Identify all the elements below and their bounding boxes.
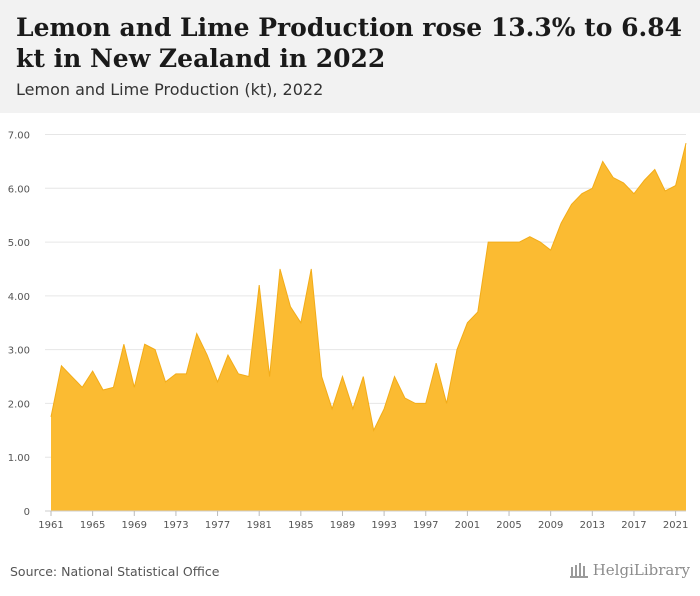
y-tick-label: 6.00 <box>8 184 30 195</box>
x-tick-label: 1961 <box>38 520 63 531</box>
x-tick-label: 2005 <box>496 520 521 531</box>
y-tick-label: 3.00 <box>8 346 30 357</box>
page-title: Lemon and Lime Production rose 13.3% to … <box>16 13 683 73</box>
x-tick-label: 1977 <box>205 520 230 531</box>
y-tick-label: 2.00 <box>8 399 30 410</box>
library-building-icon <box>569 563 588 578</box>
x-tick-label: 1973 <box>163 520 188 531</box>
x-tick-label: 2009 <box>538 520 563 531</box>
y-tick-label: 4.00 <box>8 292 30 303</box>
x-tick-label: 1989 <box>330 520 355 531</box>
area-fill <box>51 143 686 511</box>
y-tick-label: 5.00 <box>8 238 30 249</box>
x-tick-label: 1993 <box>371 520 396 531</box>
source-note: Source: National Statistical Office <box>10 564 220 579</box>
helgi-library-logo[interactable]: HelgiLibrary <box>569 561 690 579</box>
area-line <box>50 143 687 432</box>
x-tick-label: 1965 <box>80 520 105 531</box>
area-series <box>50 143 687 511</box>
y-axis-ticks: 0 1.00 2.00 3.00 4.00 5.00 6.00 7.00 <box>8 131 30 518</box>
x-tick-label: 2017 <box>621 520 646 531</box>
x-tick-label: 2001 <box>455 520 480 531</box>
x-axis: 1961 1965 1969 1973 1977 1981 1985 1989 1993 1997… <box>38 510 688 531</box>
chart-subtitle: Lemon and Lime Production (kt), 2022 <box>16 80 324 99</box>
x-tick-label: 2013 <box>580 520 605 531</box>
y-tick-label: 7.00 <box>8 131 30 142</box>
logo-text: HelgiLibrary <box>592 561 690 579</box>
header: Lemon and Lime Production rose 13.3% to … <box>0 0 700 113</box>
x-tick-label: 1985 <box>288 520 313 531</box>
y-tick-label: 1.00 <box>8 453 30 464</box>
x-tick-label: 1969 <box>122 520 147 531</box>
y-tick-label: 0 <box>24 507 30 518</box>
x-tick-label: 2021 <box>663 520 688 531</box>
x-tick-label: 1981 <box>246 520 271 531</box>
x-tick-label: 1997 <box>413 520 438 531</box>
area-chart: 01.002.003.004.005.006.007.00 1961 1965 19… <box>8 131 689 531</box>
